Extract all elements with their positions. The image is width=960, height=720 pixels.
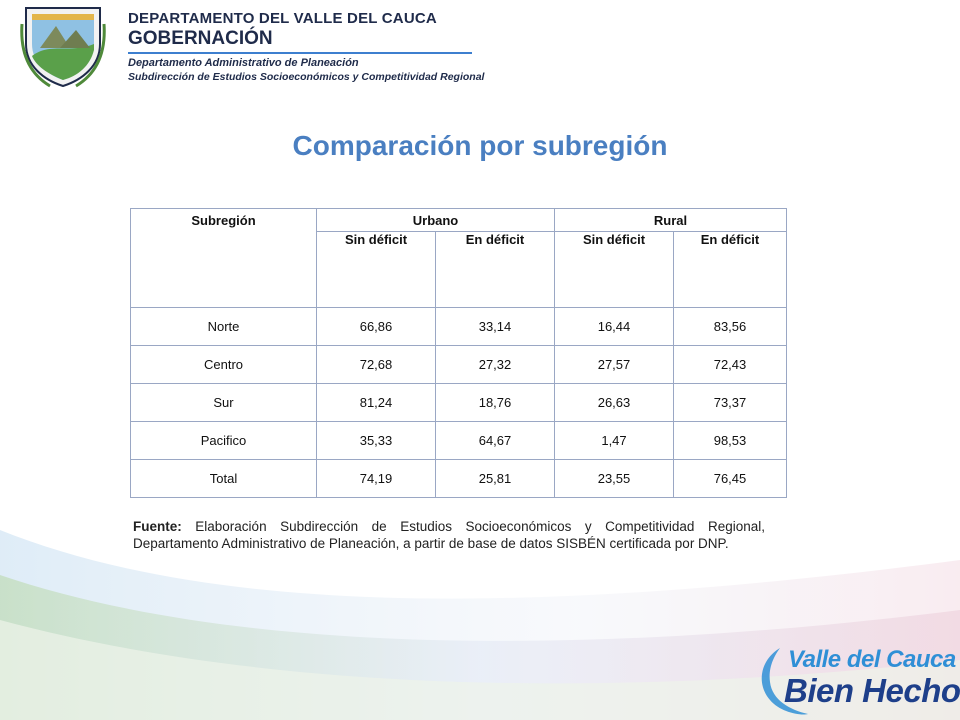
cell-subregion: Norte [130, 307, 317, 346]
cell-value: 64,67 [435, 421, 555, 460]
header-urbano-sin-deficit: Sin déficit [316, 231, 436, 308]
header-subregion: Subregión [130, 208, 317, 308]
header-urbano-en-deficit: En déficit [435, 231, 555, 308]
table-row: Centro 72,68 27,32 27,57 72,43 [130, 345, 787, 384]
cell-value: 35,33 [316, 421, 436, 460]
cell-value: 27,32 [435, 345, 555, 384]
header-divider [128, 52, 472, 54]
subregion-table: Subregión Urbano Rural Sin déficit En dé… [130, 208, 787, 498]
cell-value: 26,63 [554, 383, 674, 422]
logo-line-2: Bien Hecho! [784, 672, 960, 709]
cell-value: 81,24 [316, 383, 436, 422]
cell-value: 98,53 [673, 421, 787, 460]
header-banner: DEPARTAMENTO DEL VALLE DEL CAUCA GOBERNA… [20, 4, 484, 88]
cell-value: 72,43 [673, 345, 787, 384]
cell-value: 16,44 [554, 307, 674, 346]
table-row-total: Total 74,19 25,81 23,55 76,45 [130, 459, 787, 498]
brand-logo: Valle del Cauca Bien Hecho! [750, 640, 960, 720]
table-row: Sur 81,24 18,76 26,63 73,37 [130, 383, 787, 422]
source-note: Fuente: Elaboración Subdirección de Estu… [133, 518, 765, 552]
table-subheader-row: Sin déficit En déficit Sin déficit En dé… [131, 231, 787, 308]
source-text: Elaboración Subdirección de Estudios Soc… [133, 519, 765, 551]
header-rural-en-deficit: En déficit [673, 231, 787, 308]
table-header-row: Subregión Urbano Rural [130, 208, 787, 308]
cell-value: 66,86 [316, 307, 436, 346]
cell-value: 73,37 [673, 383, 787, 422]
cell-value: 72,68 [316, 345, 436, 384]
header-urbano: Urbano [316, 208, 555, 232]
cell-subregion: Total [130, 459, 317, 498]
cell-value: 83,56 [673, 307, 787, 346]
table-row: Pacifico 35,33 64,67 1,47 98,53 [130, 421, 787, 460]
office-name: Departamento Administrativo de Planeació… [128, 57, 359, 69]
header-rural: Rural [554, 208, 787, 232]
source-label: Fuente: [133, 519, 182, 534]
table-row: Norte 66,86 33,14 16,44 83,56 [130, 307, 787, 346]
coat-of-arms-icon [20, 7, 106, 88]
cell-value: 1,47 [554, 421, 674, 460]
cell-value: 76,45 [673, 459, 787, 498]
cell-value: 27,57 [554, 345, 674, 384]
department-name: DEPARTAMENTO DEL VALLE DEL CAUCA [128, 10, 437, 27]
sub-office-name: Subdirección de Estudios Socioeconómicos… [128, 71, 485, 83]
cell-value: 25,81 [435, 459, 555, 498]
cell-value: 33,14 [435, 307, 555, 346]
logo-line-1: Valle del Cauca [788, 646, 956, 673]
page-title: Comparación por subregión [292, 130, 668, 161]
cell-value: 18,76 [435, 383, 555, 422]
cell-subregion: Sur [130, 383, 317, 422]
cell-value: 23,55 [554, 459, 674, 498]
swoosh-icon [761, 648, 808, 715]
cell-subregion: Pacifico [130, 421, 317, 460]
cell-subregion: Centro [130, 345, 317, 384]
cell-value: 74,19 [316, 459, 436, 498]
header-rural-sin-deficit: Sin déficit [554, 231, 674, 308]
government-name: GOBERNACIÓN [128, 28, 273, 49]
